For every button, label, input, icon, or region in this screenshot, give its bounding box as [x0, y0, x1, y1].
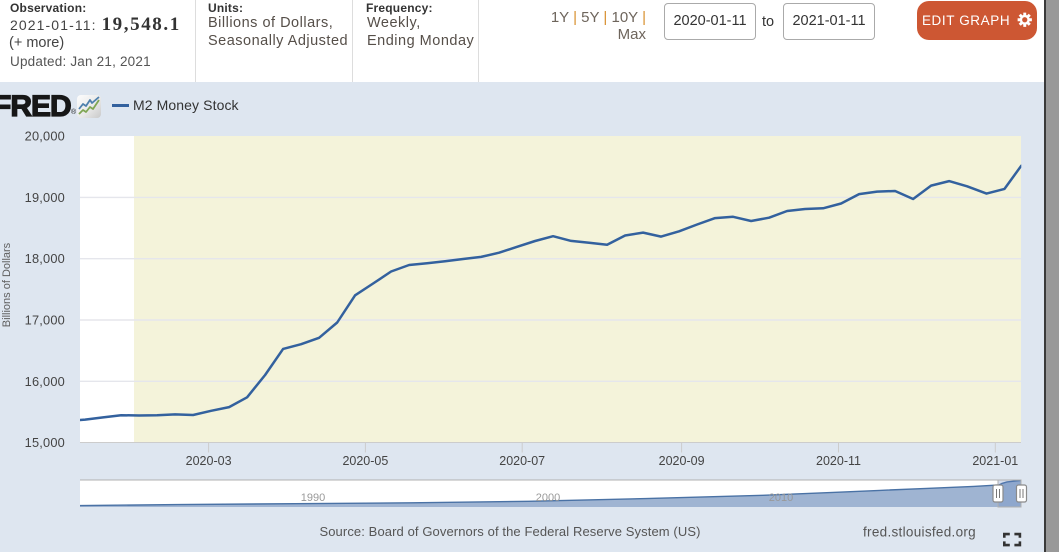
svg-text:2010: 2010 — [769, 492, 793, 504]
svg-text:2020-07: 2020-07 — [499, 454, 545, 468]
svg-text:19,000: 19,000 — [25, 190, 65, 205]
svg-text:2021-01: 2021-01 — [972, 454, 1018, 468]
svg-text:16,000: 16,000 — [25, 374, 65, 389]
svg-text:2000: 2000 — [536, 492, 560, 504]
svg-text:2020-11: 2020-11 — [816, 454, 861, 468]
svg-text:1990: 1990 — [301, 492, 325, 504]
svg-text:2020-05: 2020-05 — [342, 454, 388, 468]
svg-text:2020-09: 2020-09 — [659, 454, 705, 468]
svg-text:18,000: 18,000 — [25, 251, 65, 266]
svg-text:2020-03: 2020-03 — [186, 454, 232, 468]
svg-text:17,000: 17,000 — [25, 313, 65, 328]
svg-text:fred.stlouisfed.org: fred.stlouisfed.org — [863, 525, 976, 540]
svg-text:20,000: 20,000 — [25, 129, 65, 144]
svg-text:15,000: 15,000 — [25, 435, 65, 450]
svg-text:Source: Board of Governors of: Source: Board of Governors of the Federa… — [319, 524, 700, 539]
